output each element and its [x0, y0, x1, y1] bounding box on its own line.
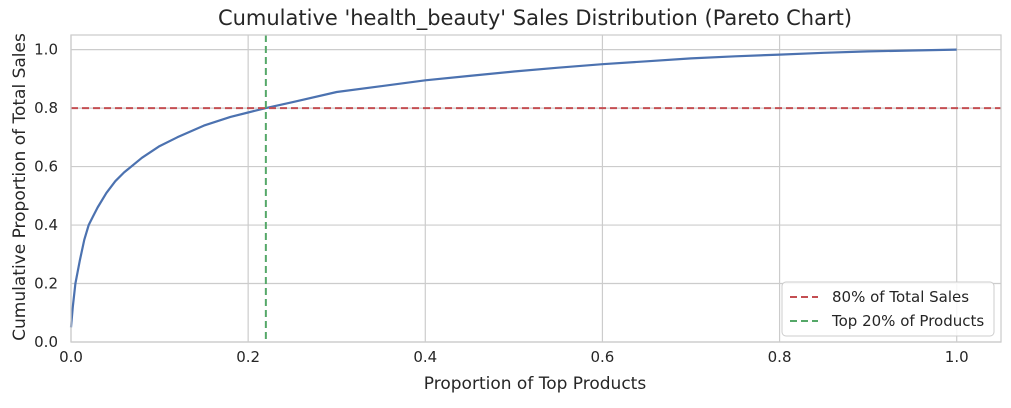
y-tick-label: 0.8	[34, 99, 58, 117]
x-tick-label: 0.6	[590, 348, 614, 366]
x-tick-label: 1.0	[945, 348, 969, 366]
y-tick-label: 0.6	[34, 158, 58, 176]
x-axis-label: Proportion of Top Products	[424, 374, 647, 394]
y-axis-ticks: 0.0 0.2 0.4 0.6 0.8 1.0	[34, 41, 58, 351]
y-tick-label: 1.0	[34, 41, 58, 59]
x-tick-label: 0.4	[413, 348, 437, 366]
legend: 80% of Total Sales Top 20% of Products	[781, 281, 995, 337]
x-tick-label: 0.8	[768, 348, 792, 366]
legend-label: Top 20% of Products	[831, 312, 984, 330]
y-tick-label: 0.0	[34, 333, 58, 351]
chart-title: Cumulative 'health_beauty' Sales Distrib…	[218, 6, 852, 31]
x-tick-label: 0.2	[236, 348, 260, 366]
legend-label: 80% of Total Sales	[832, 288, 969, 306]
cumulative-sales-line	[69, 48, 957, 328]
x-tick-label: 0.0	[59, 348, 83, 366]
plot-area	[69, 35, 1001, 342]
legend-box	[781, 281, 995, 337]
plot-frame	[70, 34, 1002, 343]
y-tick-label: 0.4	[34, 216, 58, 234]
y-axis-label: Cumulative Proportion of Total Sales	[10, 33, 30, 341]
y-tick-label: 0.2	[34, 275, 58, 293]
x-axis-ticks: 0.0 0.2 0.4 0.6 0.8 1.0	[59, 348, 969, 366]
